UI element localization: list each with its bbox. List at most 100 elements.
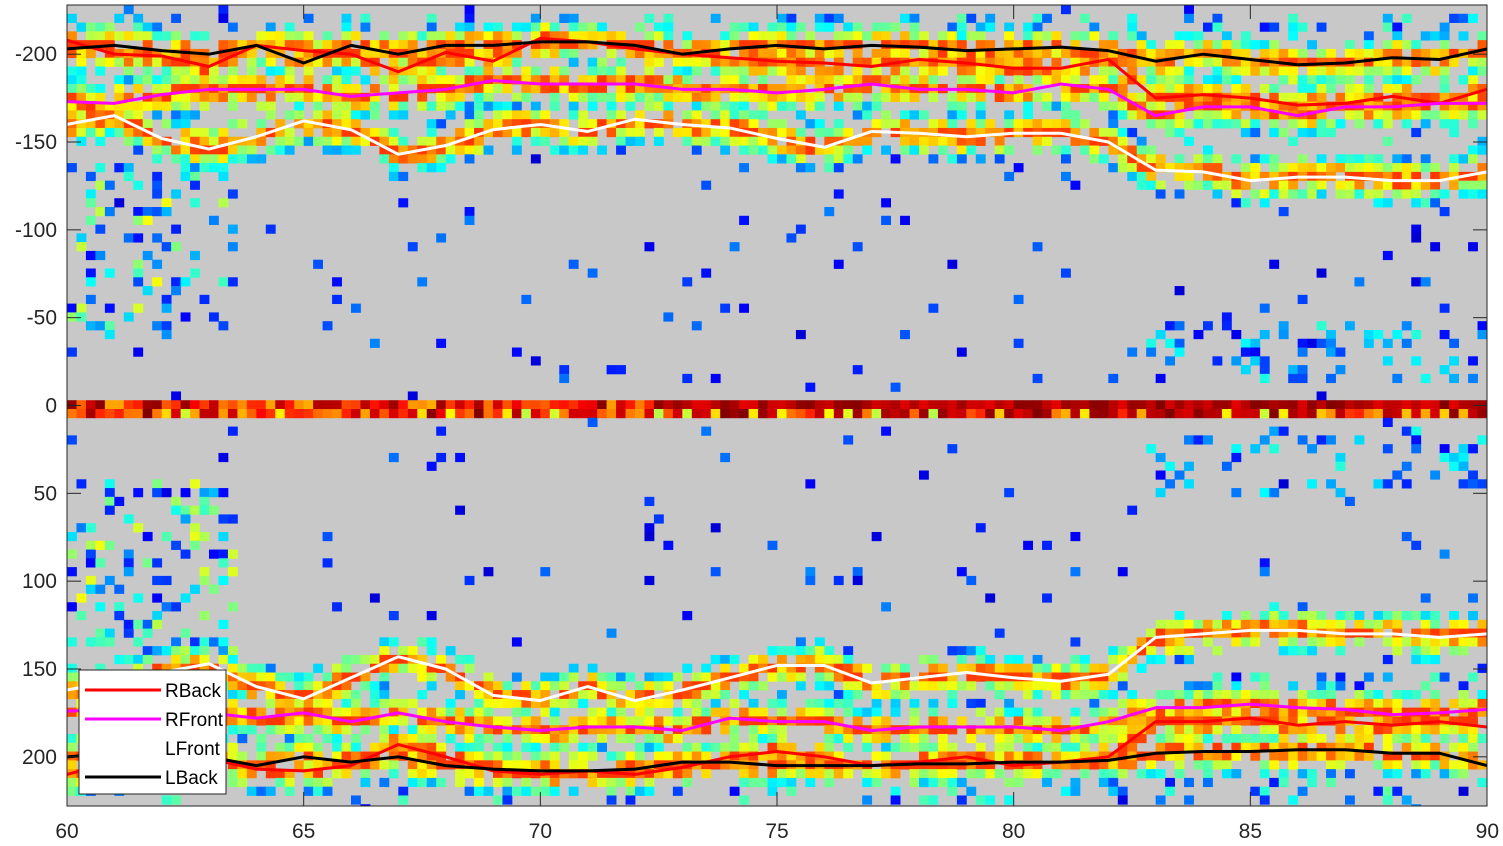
heatmap-cell [152, 409, 163, 419]
heatmap-cell [1146, 751, 1157, 761]
heatmap-cell [1458, 769, 1469, 779]
heatmap-cell [701, 769, 712, 779]
heatmap-cell [1259, 558, 1270, 568]
heatmap-cell [843, 646, 854, 656]
heatmap-cell [1259, 733, 1270, 744]
heatmap-cell [1032, 66, 1043, 76]
heatmap-cell [672, 400, 683, 410]
heatmap-cell [1004, 707, 1015, 717]
heatmap-cell [568, 101, 579, 111]
heatmap-cell [616, 672, 626, 682]
heatmap-cell [76, 409, 87, 419]
heatmap-cell [502, 777, 513, 788]
heatmap-cell [1155, 637, 1166, 647]
heatmap-cell [739, 795, 749, 805]
heatmap-cell [1430, 742, 1441, 752]
heatmap-cell [843, 22, 854, 32]
heatmap-cell [341, 31, 352, 41]
heatmap-cell [966, 31, 977, 41]
heatmap-cell [748, 145, 759, 155]
heatmap-cell [521, 110, 532, 120]
heatmap-cell [1430, 646, 1441, 656]
heatmap-cell [218, 646, 229, 656]
heatmap-cell [1468, 180, 1478, 190]
heatmap-cell [729, 110, 740, 120]
heatmap-cell [1297, 92, 1308, 103]
heatmap-cell [1316, 48, 1327, 59]
heatmap-cell [1307, 163, 1317, 173]
heatmap-cell [511, 690, 522, 700]
heatmap-cell [1420, 742, 1431, 752]
heatmap-cell [1231, 180, 1242, 190]
heatmap-cell [1061, 5, 1071, 15]
heatmap-cell [956, 13, 967, 23]
heatmap-cell [767, 725, 778, 735]
heatmap-cell [1316, 698, 1327, 709]
heatmap-cell [379, 663, 390, 673]
heatmap-cell [1250, 171, 1261, 182]
heatmap-cell [919, 66, 929, 76]
heatmap-cell [1382, 57, 1393, 67]
heatmap-cell [682, 136, 693, 146]
heatmap-cell [1411, 751, 1422, 761]
heatmap-cell [360, 400, 371, 410]
heatmap-cell [407, 663, 418, 673]
heatmap-cell [1468, 409, 1478, 419]
heatmap-cell [587, 22, 598, 32]
heatmap-cell [76, 400, 87, 410]
heatmap-cell [180, 66, 191, 76]
heatmap-cell [805, 646, 816, 656]
heatmap-cell [1259, 681, 1270, 691]
heatmap-cell [1439, 31, 1450, 41]
heatmap-cell [1051, 681, 1062, 691]
heatmap-cell [881, 57, 891, 67]
heatmap-cell [833, 119, 844, 129]
heatmap-cell [104, 321, 115, 331]
heatmap-cell [1401, 338, 1412, 348]
heatmap-cell [218, 488, 229, 498]
heatmap-cell [1212, 672, 1223, 682]
heatmap-cell [795, 84, 806, 94]
heatmap-cell [190, 531, 200, 542]
heatmap-cell [511, 101, 522, 111]
heatmap-cell [180, 40, 191, 50]
heatmap-cell [616, 400, 626, 410]
heatmap-cell [843, 707, 854, 717]
heatmap-cell [1089, 681, 1100, 691]
heatmap-cell [493, 110, 503, 120]
heatmap-cell [483, 681, 494, 691]
heatmap-cell [862, 777, 873, 788]
heatmap-cell [578, 769, 589, 779]
heatmap-cell [1307, 127, 1317, 138]
heatmap-cell [956, 110, 967, 120]
heatmap-cell [351, 742, 361, 752]
heatmap-cell [1070, 707, 1081, 717]
heatmap-cell [1316, 672, 1327, 682]
heatmap-cell [1439, 84, 1450, 94]
heatmap-cell [937, 777, 948, 788]
heatmap-cell [511, 409, 522, 419]
heatmap-cell [985, 725, 996, 735]
heatmap-cell [777, 725, 787, 735]
heatmap-cell [1477, 136, 1487, 146]
heatmap-cell [114, 119, 125, 129]
heatmap-cell [805, 136, 816, 146]
heatmap-cell [1297, 769, 1308, 779]
heatmap-cell [1004, 742, 1015, 752]
heatmap-cell [833, 259, 844, 269]
heatmap-cell [862, 75, 873, 85]
heatmap-cell [388, 84, 399, 94]
heatmap-cell [729, 725, 740, 735]
heatmap-cell [142, 250, 153, 261]
heatmap-cell [474, 751, 484, 761]
heatmap-cell [161, 602, 172, 612]
heatmap-cell [928, 654, 939, 665]
heatmap-cell [332, 40, 342, 50]
heatmap-cell [426, 646, 437, 656]
heatmap-cell [1382, 119, 1393, 129]
heatmap-cell [275, 136, 286, 146]
heatmap-cell [1259, 154, 1270, 164]
heatmap-cell [1174, 637, 1185, 647]
heatmap-cell [1013, 338, 1024, 348]
heatmap-cell [1307, 444, 1317, 454]
